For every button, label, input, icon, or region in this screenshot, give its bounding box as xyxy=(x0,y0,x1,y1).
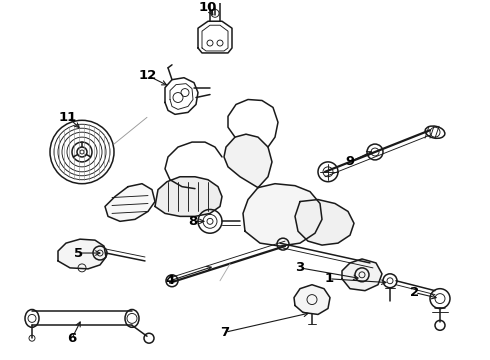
Text: 3: 3 xyxy=(295,261,305,274)
Text: 12: 12 xyxy=(139,69,157,82)
Text: 5: 5 xyxy=(74,247,84,260)
Polygon shape xyxy=(224,134,272,188)
Polygon shape xyxy=(342,259,382,291)
Polygon shape xyxy=(155,177,222,216)
Polygon shape xyxy=(58,239,106,269)
Text: 11: 11 xyxy=(59,111,77,124)
Text: 10: 10 xyxy=(199,1,217,14)
Text: 7: 7 xyxy=(220,326,229,339)
Text: 8: 8 xyxy=(188,215,197,228)
Polygon shape xyxy=(243,184,322,246)
Text: 9: 9 xyxy=(345,156,355,168)
Text: 2: 2 xyxy=(411,286,419,299)
Polygon shape xyxy=(295,199,354,245)
Text: 4: 4 xyxy=(166,274,174,287)
Polygon shape xyxy=(105,184,155,221)
Text: 1: 1 xyxy=(324,272,334,285)
Polygon shape xyxy=(294,285,330,314)
Text: 6: 6 xyxy=(68,332,76,345)
